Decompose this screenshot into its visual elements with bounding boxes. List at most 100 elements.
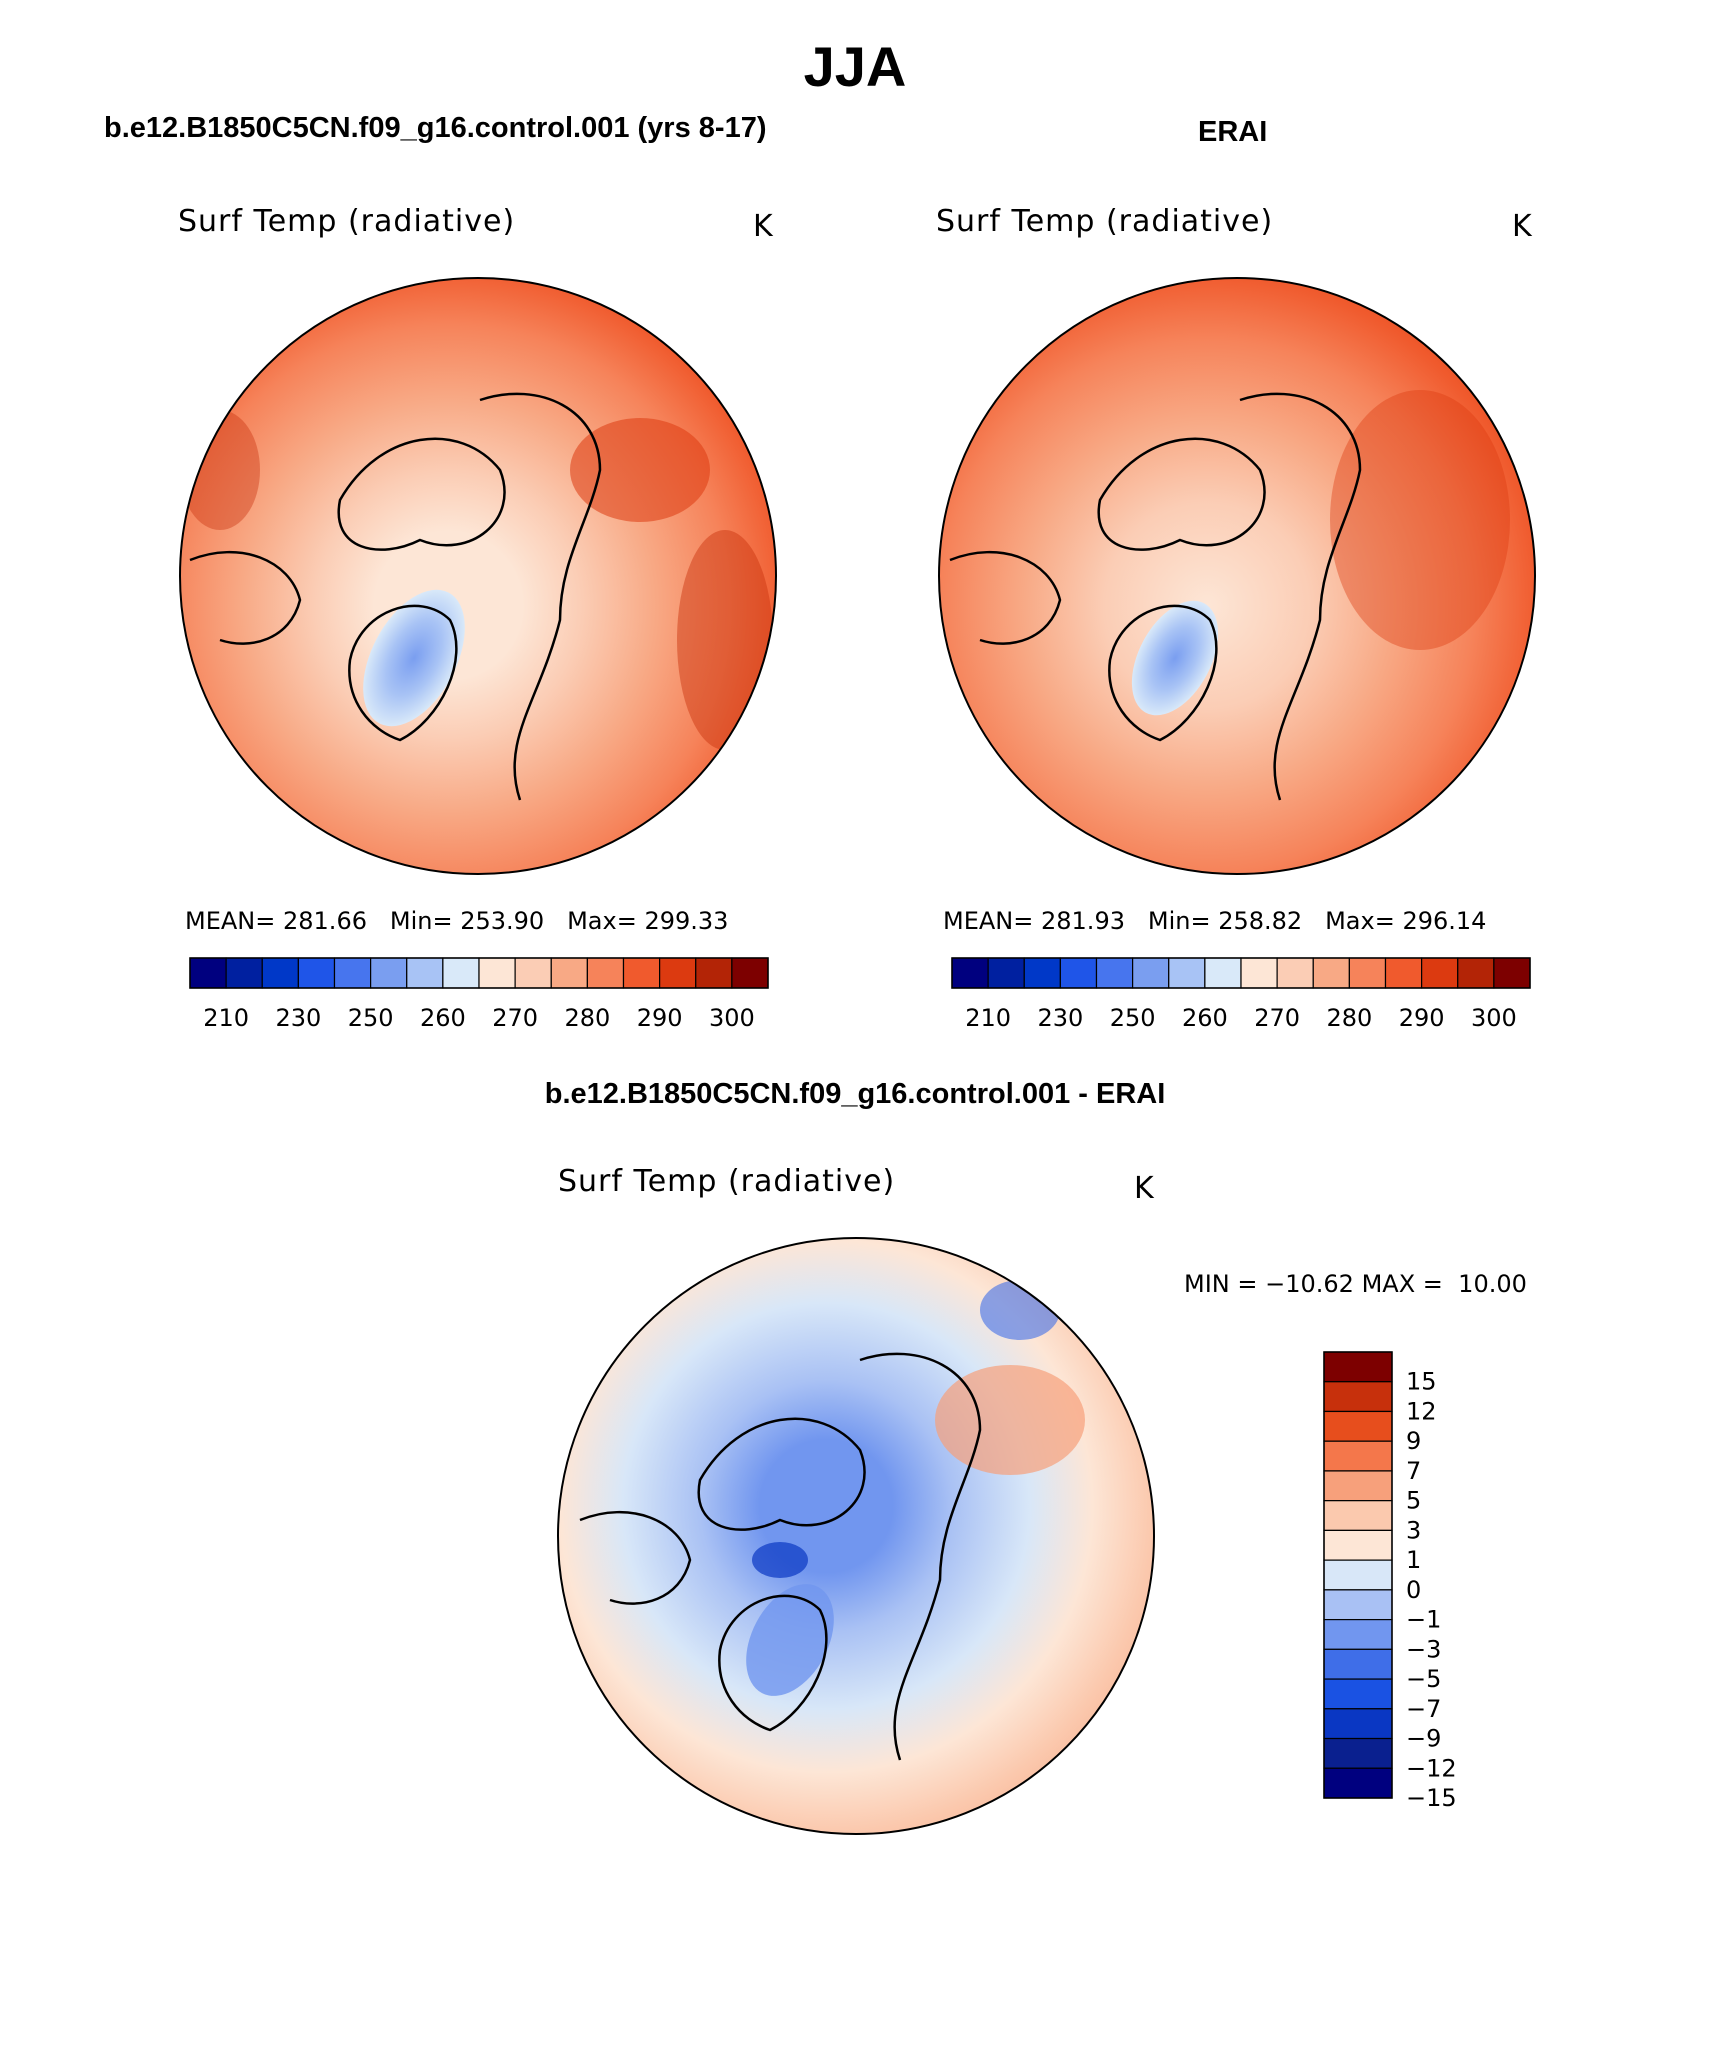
obs-colorbar-tick-label: 250: [1110, 1004, 1156, 1032]
diff-colorbar-frame: [1323, 1351, 1393, 1799]
obs-mean-label: MEAN=: [943, 907, 1034, 935]
obs-arctic-archipelago-coast: [1097, 437, 1266, 551]
diff-eurasia-coast: [859, 1352, 982, 1761]
obs-min-label: Min=: [1147, 907, 1211, 935]
diff-colorbar-box: [1323, 1618, 1393, 1650]
diff-colorbar-box: [1323, 1440, 1393, 1472]
model-colorbar-tick-label: 260: [420, 1004, 466, 1032]
diff-units-label: K: [1134, 1171, 1155, 1206]
diff-panel-title: b.e12.B1850C5CN.f09_g16.control.001 - ER…: [544, 1078, 1166, 1110]
diff-max-label: MAX =: [1361, 1270, 1443, 1298]
diff-colorbar-box: [1323, 1648, 1393, 1680]
model-colorbar-box: [659, 957, 697, 989]
diff-colorbar-box: [1323, 1737, 1393, 1769]
diff-colorbar-box: [1323, 1589, 1393, 1621]
model-colorbar-box: [189, 957, 227, 989]
diff-map-border: [557, 1237, 1155, 1835]
obs-variable-label: Surf Temp (radiative): [936, 204, 1274, 239]
diff-map-field: [558, 1238, 1154, 1834]
obs-colorbar-box: [1348, 957, 1387, 989]
obs-colorbar-box: [1204, 957, 1242, 989]
obs-colorbar-box: [951, 957, 989, 989]
model-variable-label: Surf Temp (radiative): [178, 204, 516, 239]
diff-colorbar-tick-label: −15: [1406, 1784, 1457, 1812]
diff-stats: MIN = −10.62 MAX = 10.00: [1184, 1270, 1527, 1298]
obs-units-label: K: [1512, 209, 1533, 244]
diff-archipelago-cold-patch: [752, 1542, 808, 1578]
diff-colorbar-box: [1323, 1351, 1393, 1383]
obs-stats: MEAN= 281.93 Min= 258.82 Max= 296.14: [943, 907, 1486, 935]
diff-colorbar-tick-label: 7: [1406, 1457, 1421, 1485]
model-max-label: Max=: [567, 907, 637, 935]
diff-colorbar-tick-label: −7: [1406, 1695, 1441, 1723]
model-colorbar-tick-label: 250: [348, 1004, 394, 1032]
obs-map-border: [938, 277, 1536, 875]
model-min-label: Min=: [389, 907, 453, 935]
diff-northeast-cold-patch: [980, 1280, 1060, 1340]
model-max-value: 299.33: [644, 907, 729, 935]
diff-map: [557, 1237, 1155, 1835]
model-colorbar-tick-label: 280: [564, 1004, 610, 1032]
diff-colorbar-tick-label: 5: [1406, 1487, 1421, 1515]
diff-colorbar-tick-label: 3: [1406, 1516, 1421, 1544]
diff-colorbar-tick-label: 12: [1406, 1397, 1437, 1425]
model-colorbar-box: [586, 957, 625, 989]
diff-greenland-coast: [718, 1594, 828, 1732]
diff-greenland-cold-patch: [746, 1584, 834, 1696]
obs-colorbar-box: [1132, 957, 1170, 989]
diff-colorbar-box: [1323, 1410, 1393, 1442]
obs-colorbar-box: [1168, 957, 1206, 989]
obs-colorbar-tick-label: 300: [1471, 1004, 1517, 1032]
model-colorbar-frame: [189, 957, 769, 989]
model-colorbar-box: [550, 957, 588, 989]
obs-map: [938, 277, 1536, 875]
diff-colorbar-tick-label: 0: [1406, 1576, 1421, 1604]
obs-colorbar-tick-label: 280: [1326, 1004, 1372, 1032]
model-colorbar-box: [406, 957, 444, 989]
obs-colorbar-box: [1312, 957, 1350, 989]
diff-colorbar-tick-label: 1: [1406, 1546, 1421, 1574]
diff-colorbar-box: [1323, 1381, 1393, 1413]
page-title: JJA: [803, 35, 907, 98]
obs-max-value: 296.14: [1402, 907, 1487, 935]
obs-hudson-coast: [949, 551, 1062, 645]
model-min-value: 253.90: [460, 907, 545, 935]
model-units-label: K: [753, 209, 774, 244]
diff-min-label: MIN =: [1184, 1270, 1258, 1298]
obs-colorbar-box: [1095, 957, 1134, 989]
obs-eurasia-coast: [1239, 392, 1362, 801]
obs-colorbar-box: [1276, 957, 1314, 989]
diff-colorbar-box: [1323, 1529, 1393, 1561]
diff-colorbar-box: [1323, 1767, 1393, 1799]
obs-colorbar-tick-label: 210: [965, 1004, 1011, 1032]
model-colorbar-box: [622, 957, 661, 989]
model-colorbar-tick-label: 300: [709, 1004, 755, 1032]
diff-colorbar-tick-label: −12: [1406, 1754, 1457, 1782]
model-colorbar-box: [478, 957, 516, 989]
model-colorbar-box: [297, 957, 336, 989]
obs-map-field: [939, 278, 1535, 874]
diff-colorbar-tick-label: −1: [1406, 1606, 1441, 1634]
diff-max-value: 10.00: [1458, 1270, 1527, 1298]
diff-colorbar-box: [1323, 1678, 1393, 1710]
diff-colorbar-tick-label: 15: [1406, 1368, 1437, 1396]
obs-colorbar: 210 230 250 260 270 280 290 300: [951, 957, 1531, 1032]
model-colorbar-box: [333, 957, 372, 989]
obs-colorbar-box: [1023, 957, 1061, 989]
diff-arctic-archipelago-coast: [697, 1417, 866, 1531]
model-colorbar-tick-label: 230: [275, 1004, 321, 1032]
obs-mean-value: 281.93: [1041, 907, 1125, 935]
obs-colorbar-box: [1493, 957, 1531, 989]
model-colorbar-box: [731, 957, 769, 989]
diff-min-value: −10.62: [1265, 1270, 1354, 1298]
model-hudson-coast: [189, 551, 302, 645]
diff-hudson-coast: [579, 1511, 692, 1605]
obs-colorbar-tick-label: 260: [1182, 1004, 1228, 1032]
diff-colorbar-tick-label: −3: [1406, 1635, 1441, 1663]
model-map: [179, 277, 777, 875]
diff-colorbar-tick-label: 9: [1406, 1427, 1421, 1455]
obs-colorbar-box: [1059, 957, 1098, 989]
diff-colorbar-box: [1323, 1708, 1393, 1740]
